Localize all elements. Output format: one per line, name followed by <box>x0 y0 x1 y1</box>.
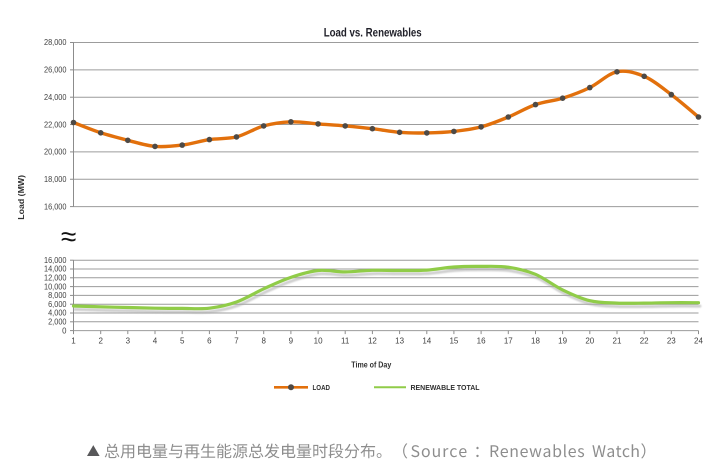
svg-text:4,000: 4,000 <box>48 309 67 318</box>
svg-text:18: 18 <box>531 336 540 345</box>
svg-text:22,000: 22,000 <box>44 120 67 129</box>
svg-text:RENEWABLE TOTAL: RENEWABLE TOTAL <box>411 383 480 392</box>
svg-text:16,000: 16,000 <box>44 256 67 265</box>
svg-text:2: 2 <box>98 336 103 345</box>
svg-text:0: 0 <box>62 326 67 335</box>
svg-text:19: 19 <box>558 336 567 345</box>
svg-text:4: 4 <box>153 336 158 345</box>
svg-text:17: 17 <box>504 336 513 345</box>
svg-text:23: 23 <box>667 336 676 345</box>
svg-text:16,000: 16,000 <box>44 202 67 211</box>
svg-text:Load (MW): Load (MW) <box>16 175 26 220</box>
svg-text:6: 6 <box>207 336 212 345</box>
svg-text:24,000: 24,000 <box>44 93 67 102</box>
svg-text:≈: ≈ <box>61 221 76 252</box>
svg-text:21: 21 <box>613 336 622 345</box>
svg-text:8,000: 8,000 <box>48 291 67 300</box>
svg-text:LOAD: LOAD <box>313 383 331 392</box>
svg-text:24: 24 <box>694 336 703 345</box>
svg-text:9: 9 <box>289 336 294 345</box>
svg-text:1: 1 <box>71 336 76 345</box>
svg-text:8: 8 <box>261 336 266 345</box>
svg-text:6,000: 6,000 <box>48 300 67 309</box>
svg-text:5: 5 <box>180 336 185 345</box>
svg-text:13: 13 <box>395 336 404 345</box>
svg-text:22: 22 <box>640 336 649 345</box>
svg-text:10: 10 <box>314 336 323 345</box>
svg-text:12,000: 12,000 <box>44 274 67 283</box>
svg-text:11: 11 <box>341 336 350 345</box>
svg-text:3: 3 <box>126 336 131 345</box>
svg-text:2,000: 2,000 <box>48 318 67 327</box>
svg-text:28,000: 28,000 <box>44 38 67 47</box>
svg-text:Time of Day: Time of Day <box>351 360 391 369</box>
svg-text:18,000: 18,000 <box>44 175 67 184</box>
svg-text:14,000: 14,000 <box>44 265 67 274</box>
svg-text:Load vs. Renewables: Load vs. Renewables <box>324 25 422 39</box>
svg-text:20,000: 20,000 <box>44 148 67 157</box>
svg-text:15: 15 <box>449 336 458 345</box>
svg-text:10,000: 10,000 <box>44 282 67 291</box>
svg-text:26,000: 26,000 <box>44 66 67 75</box>
svg-text:12: 12 <box>368 336 377 345</box>
svg-text:7: 7 <box>234 336 239 345</box>
svg-text:20: 20 <box>585 336 594 345</box>
svg-text:16: 16 <box>477 336 486 345</box>
svg-text:14: 14 <box>422 336 431 345</box>
